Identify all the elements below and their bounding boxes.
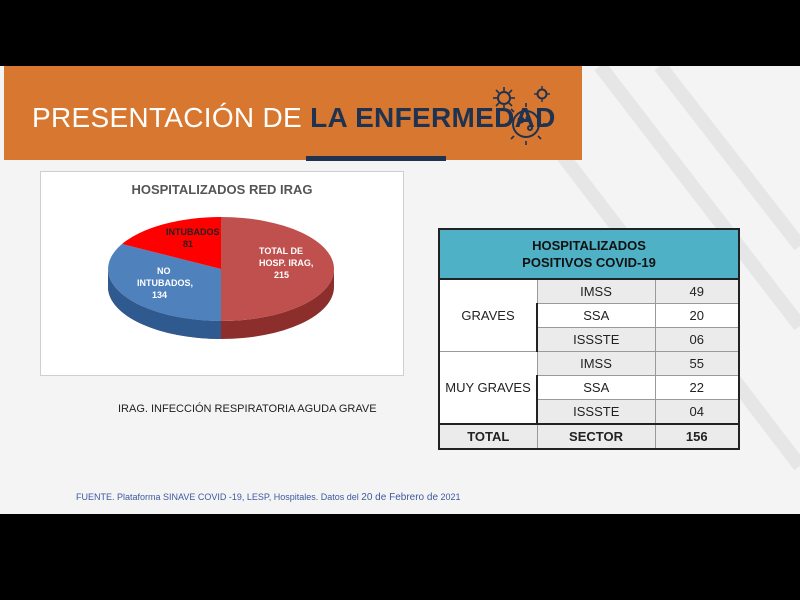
table-total-row: TOTAL SECTOR 156 (438, 423, 740, 450)
source-text-a: FUENTE. Plataforma SINAVE COVID -19, LES… (76, 492, 362, 502)
group-muy-graves: MUY GRAVES (438, 351, 538, 425)
hospitalized-table: HOSPITALIZADOS POSITIVOS COVID-19 GRAVES… (438, 228, 740, 450)
value-cell: 49 (654, 278, 740, 304)
virus-icon (493, 86, 550, 145)
source-text-c: 2021 (438, 492, 461, 502)
table-row: ISSSTE 04 (439, 399, 740, 425)
label-total-line2: HOSP. IRAG, (259, 258, 313, 268)
source-text-b: 20 de Febrero de (361, 492, 438, 503)
total-label: TOTAL (438, 423, 538, 450)
institution-cell: SSA (536, 375, 656, 400)
label-total-line1: TOTAL DE (259, 246, 303, 256)
pie-chart-panel: TOTAL DE HOSP. IRAG, 215 NO INTUBADOS, 1… (40, 171, 404, 376)
institution-cell: SSA (536, 303, 656, 328)
value-cell: 04 (654, 399, 740, 425)
chart-title: HOSPITALIZADOS RED IRAG (131, 182, 313, 197)
table-row: GRAVES IMSS 49 (438, 278, 740, 352)
institution-cell: IMSS (536, 351, 656, 376)
source-footnote: FUENTE. Plataforma SINAVE COVID -19, LES… (76, 492, 461, 503)
irag-definition-note: IRAG. INFECCIÓN RESPIRATORIA AGUDA GRAVE (118, 403, 377, 415)
page-title: PRESENTACIÓN DE LA ENFERMEDAD (32, 102, 556, 134)
pie-slice-intubados (122, 217, 221, 269)
pie-chart: TOTAL DE HOSP. IRAG, 215 NO INTUBADOS, 1… (108, 217, 334, 339)
table-row: SSA 22 (439, 375, 740, 400)
label-no-intubados-value: 134 (152, 290, 167, 300)
table-header-row: HOSPITALIZADOS POSITIVOS COVID-19 (438, 228, 740, 280)
pie-slice-total-irag (221, 217, 334, 321)
institution-cell: IMSS (536, 278, 656, 304)
pie-3d-edge (108, 269, 334, 339)
slide: PRESENTACIÓN DE LA ENFERMEDAD (0, 66, 800, 514)
label-no-intubados-line2: INTUBADOS, (137, 278, 193, 288)
value-cell: 22 (654, 375, 740, 400)
institution-cell: ISSSTE (536, 399, 656, 425)
title-light: PRESENTACIÓN DE (32, 102, 311, 133)
label-intubados-line1: INTUBADOS (166, 227, 220, 237)
table-row: MUY GRAVES IMSS 55 (438, 351, 740, 425)
label-total-value: 215 (274, 270, 289, 280)
label-no-intubados-line1: NO (157, 266, 171, 276)
table-header: HOSPITALIZADOS POSITIVOS COVID-19 (438, 228, 740, 280)
total-value: 156 (654, 423, 740, 450)
institution-cell: ISSSTE (536, 327, 656, 352)
value-cell: 20 (654, 303, 740, 328)
pie-slice-no-intubados (108, 244, 221, 321)
header-banner: PRESENTACIÓN DE LA ENFERMEDAD (4, 66, 582, 160)
table-row: ISSSTE 06 (439, 327, 740, 352)
value-cell: 06 (654, 327, 740, 352)
total-sector: SECTOR (536, 423, 656, 450)
table-header-line1: HOSPITALIZADOS (532, 238, 646, 253)
table-header-line2: POSITIVOS COVID-19 (522, 255, 656, 270)
group-graves: GRAVES (438, 278, 538, 352)
value-cell: 55 (654, 351, 740, 376)
table-row: SSA 20 (439, 303, 740, 328)
title-underline (306, 156, 446, 161)
label-intubados-value: 81 (183, 239, 193, 249)
